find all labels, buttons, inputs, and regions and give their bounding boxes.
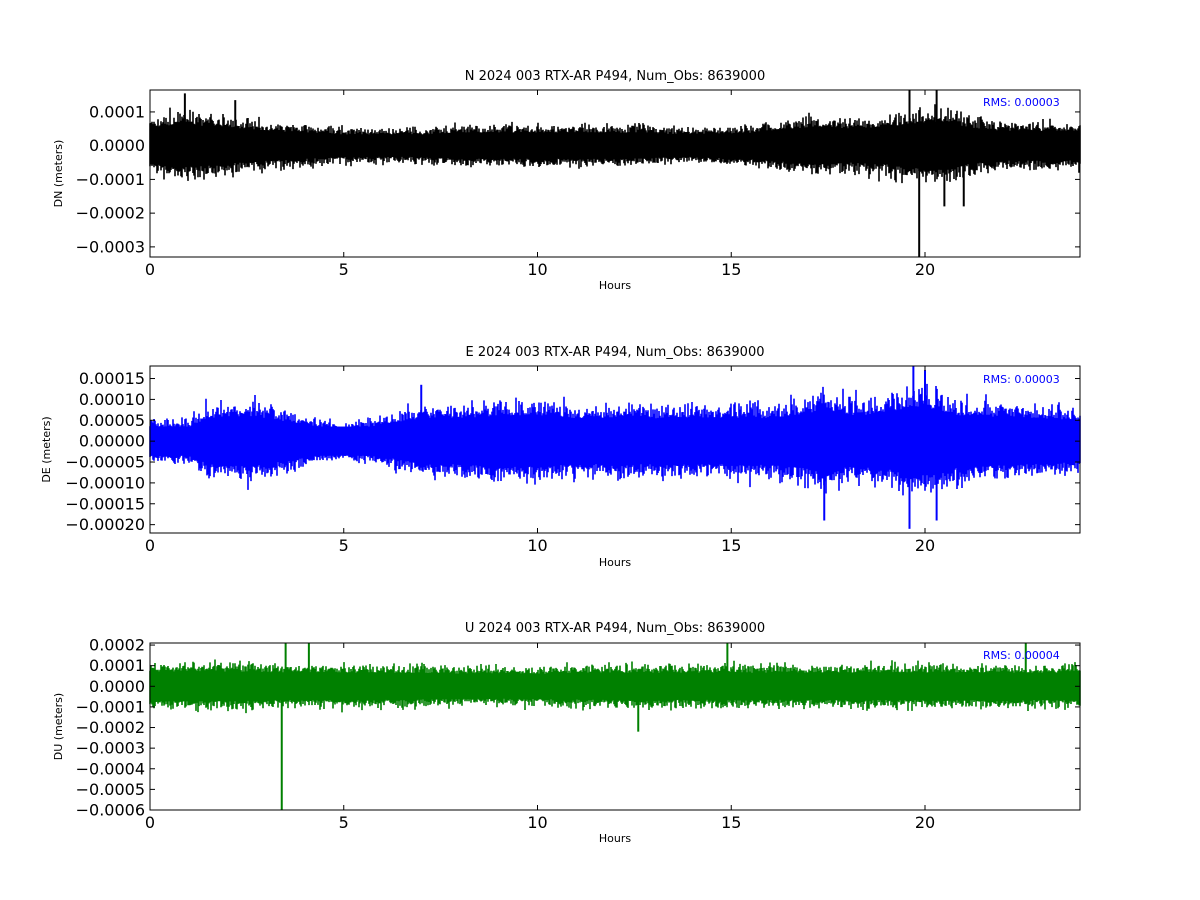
spike-group	[280, 643, 1027, 810]
rms-label: RMS: 0.00003	[983, 96, 1060, 109]
x-tick-label: 20	[915, 813, 935, 832]
x-tick-label: 5	[339, 813, 349, 832]
x-tick-label: 15	[721, 260, 741, 279]
y-axis: 0.0001 0.0000 −0.0001 −0.0002 −0.0003	[76, 102, 1080, 256]
y-axis-label: DU (meters)	[52, 693, 65, 760]
rms-label: RMS: 0.00003	[983, 373, 1060, 386]
y-tick-label: −0.00020	[65, 515, 145, 534]
spike-group	[183, 90, 965, 257]
y-tick-label: −0.00005	[65, 453, 145, 472]
series-core-band	[150, 677, 1080, 695]
x-axis: 0 5 10 15 20	[145, 90, 935, 279]
y-tick-label: 0.00005	[79, 411, 145, 430]
y-tick-label: −0.0001	[76, 697, 145, 716]
y-tick-label: 0.0000	[89, 677, 145, 696]
trace-group	[149, 104, 1081, 184]
x-tick-label: 5	[339, 536, 349, 555]
panel-title: U 2024 003 RTX-AR P494, Num_Obs: 8639000	[465, 621, 765, 636]
y-tick-label: −0.0002	[76, 718, 145, 737]
y-tick-label: 0.0001	[89, 656, 145, 675]
y-tick-label: −0.0003	[76, 237, 145, 256]
x-axis-label: Hours	[599, 556, 631, 569]
y-tick-label: 0.0002	[89, 636, 145, 655]
x-axis-label: Hours	[599, 279, 631, 292]
plot-frame	[149, 89, 1081, 258]
y-tick-label: 0.00015	[79, 369, 145, 388]
x-axis: 0 5 10 15 20	[145, 643, 935, 832]
y-tick-label: −0.0005	[76, 780, 145, 799]
y-tick-label: 0.0000	[89, 136, 145, 155]
y-axis-label: DN (meters)	[52, 140, 65, 208]
x-tick-label: 10	[527, 813, 547, 832]
x-tick-label: 20	[915, 260, 935, 279]
y-tick-label: −0.00010	[65, 473, 145, 492]
x-tick-label: 10	[527, 260, 547, 279]
panel-up: U 2024 003 RTX-AR P494, Num_Obs: 8639000…	[52, 621, 1081, 845]
y-tick-label: 0.00010	[79, 390, 145, 409]
panel-north: N 2024 003 RTX-AR P494, Num_Obs: 8639000…	[52, 69, 1081, 292]
x-axis: 0 5 10 15 20	[145, 366, 935, 555]
x-tick-label: 20	[915, 536, 935, 555]
y-axis: 0.00020.00010.0000−0.0001−0.0002−0.0003−…	[76, 636, 1080, 820]
y-tick-label: −0.00015	[65, 494, 145, 513]
plot-frame	[149, 642, 1081, 811]
x-tick-label: 10	[527, 536, 547, 555]
panel-title: E 2024 003 RTX-AR P494, Num_Obs: 8639000	[466, 345, 765, 360]
panel-title: N 2024 003 RTX-AR P494, Num_Obs: 8639000	[465, 69, 765, 84]
y-tick-label: 0.0001	[89, 102, 145, 121]
x-tick-label: 15	[721, 813, 741, 832]
y-axis-label: DE (meters)	[40, 416, 53, 482]
spike-group	[420, 366, 938, 529]
x-tick-label: 0	[145, 813, 155, 832]
series-core-band	[150, 137, 1080, 154]
y-tick-label: −0.0006	[76, 801, 145, 820]
x-axis-label: Hours	[599, 832, 631, 845]
y-tick-label: 0.00000	[79, 432, 145, 451]
plot-frame	[149, 365, 1081, 534]
x-tick-label: 5	[339, 260, 349, 279]
series-core-band	[150, 426, 1080, 456]
y-tick-label: −0.0001	[76, 170, 145, 189]
panel-east: E 2024 003 RTX-AR P494, Num_Obs: 8639000…	[40, 345, 1081, 569]
x-tick-label: 0	[145, 260, 155, 279]
y-tick-label: −0.0002	[76, 204, 145, 223]
rms-label: RMS: 0.00004	[983, 649, 1060, 662]
x-tick-label: 0	[145, 536, 155, 555]
x-tick-label: 15	[721, 536, 741, 555]
y-axis: 0.000150.000100.000050.00000−0.00005−0.0…	[65, 369, 1080, 534]
y-tick-label: −0.0003	[76, 739, 145, 758]
y-tick-label: −0.0004	[76, 759, 145, 778]
